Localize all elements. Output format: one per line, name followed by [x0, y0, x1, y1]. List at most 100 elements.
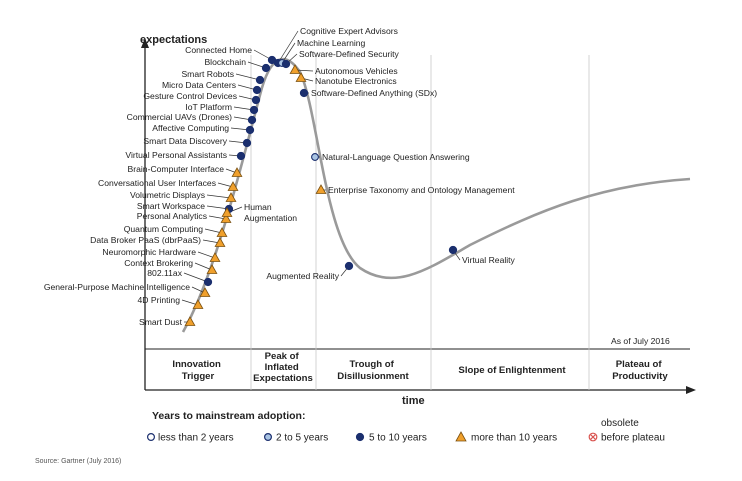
label-autonomous-vehicles: Autonomous Vehicles — [315, 66, 398, 76]
technology-markers — [184, 55, 458, 326]
label-affective-computing: Affective Computing — [152, 123, 229, 133]
leader-neuromorphic-hardware — [197, 251, 216, 259]
label-natural-language-question-answering: Natural-Language Question Answering — [322, 152, 470, 162]
legend-marker-5to10 — [355, 432, 365, 442]
label-neuromorphic-hardware: Neuromorphic Hardware — [102, 247, 196, 257]
label-micro-data-centers: Micro Data Centers — [162, 80, 236, 90]
phase-slope: Slope of Enlightenment — [458, 365, 566, 376]
legend-label-gt10: more than 10 years — [471, 433, 557, 444]
phase-5-line-1: Plateau of — [616, 359, 663, 370]
phase-2-line-3: Expectations — [253, 373, 313, 384]
label-gesture-control-devices: Gesture Control Devices — [143, 91, 237, 101]
marker-enterprise-taxonomy-and-ontology-management — [315, 184, 327, 194]
marker-virtual-personal-assistants — [236, 151, 246, 161]
phase-2-line-1: Peak of — [265, 351, 300, 362]
marker-4d-printing — [192, 299, 204, 309]
label-4d-printing: 4D Printing — [137, 295, 180, 305]
phase-2-line-2: Inflated — [265, 362, 299, 373]
marker-neuromorphic-hardware — [209, 252, 221, 262]
label-iot-platform: IoT Platform — [185, 102, 232, 112]
marker-smart-data-discovery — [242, 138, 252, 148]
marker-micro-data-centers — [252, 85, 262, 95]
label-conversational-user-interfaces: Conversational User Interfaces — [98, 178, 216, 188]
marker-blockchain — [261, 63, 271, 73]
marker-commercial-uavs-drones — [247, 115, 257, 125]
phase-1-line-2: Trigger — [182, 371, 215, 382]
legend-label-2to5: 2 to 5 years — [276, 433, 328, 444]
label-machine-learning: Machine Learning — [297, 38, 366, 48]
label-human-augmentation: Human Augmentation — [244, 202, 297, 223]
marker-volumetric-displays — [225, 192, 237, 202]
phase-5-line-2: Productivity — [612, 371, 668, 382]
marker-802-11ax — [203, 277, 213, 287]
phase-innovation-trigger: Innovation Trigger — [172, 359, 223, 382]
label-context-brokering: Context Brokering — [124, 258, 193, 268]
marker-general-purpose-machine-intelligence — [199, 287, 211, 297]
marker-iot-platform — [249, 105, 259, 115]
leader-volumetric-displays — [206, 194, 232, 199]
marker-affective-computing — [245, 125, 255, 135]
legend-label-obsolete-bottom: before plateau — [601, 433, 665, 444]
label-nanotube-electronics: Nanotube Electronics — [315, 76, 397, 86]
label-blockchain: Blockchain — [204, 57, 246, 67]
x-axis-title: time — [402, 395, 425, 407]
as-of-label: As of July 2016 — [611, 336, 670, 346]
label-human-augmentation-line-1: Human — [244, 202, 272, 212]
legend-marker-gt10 — [455, 431, 467, 442]
legend-title: Years to mainstream adoption: — [152, 410, 305, 422]
phase-trough: Trough of Disillusionment — [337, 359, 409, 382]
marker-smart-robots — [255, 75, 265, 85]
label-personal-analytics: Personal Analytics — [137, 211, 207, 221]
phase-1-line-1: Innovation — [172, 359, 221, 370]
marker-personal-analytics — [220, 213, 232, 223]
leader-802-11ax — [183, 272, 209, 283]
legend: Years to mainstream adoption: less than … — [147, 410, 665, 444]
label-data-broker-paas-dbrpaas: Data Broker PaaS (dbrPaaS) — [90, 235, 201, 245]
label-commercial-uavs-drones: Commercial UAVs (Drones) — [127, 112, 233, 122]
marker-quantum-computing — [216, 227, 228, 237]
marker-data-broker-paas-dbrpaas — [214, 237, 226, 247]
label-virtual-personal-assistants: Virtual Personal Assistants — [125, 150, 227, 160]
marker-brain-computer-interface — [231, 167, 243, 177]
label-software-defined-anything-sdx: Software-Defined Anything (SDx) — [311, 88, 437, 98]
phase-3-line-2: Disillusionment — [337, 371, 409, 382]
label-smart-workspace: Smart Workspace — [137, 201, 205, 211]
legend-label-lt2: less than 2 years — [158, 433, 234, 444]
hype-curve — [181, 57, 691, 333]
phase-peak: Peak of Inflated Expectations — [253, 351, 313, 384]
label-volumetric-displays: Volumetric Displays — [130, 190, 205, 200]
technology-labels: Smart Dust 4D Printing General-Purpose Mac… — [44, 26, 516, 327]
marker-context-brokering — [206, 264, 218, 274]
marker-virtual-reality — [448, 245, 458, 255]
y-axis-arrow — [141, 38, 149, 48]
marker-nanotube-electronics — [295, 72, 307, 82]
marker-software-defined-anything-sdx — [299, 88, 309, 98]
source-note: Source: Gartner (July 2016) — [35, 458, 121, 465]
label-general-purpose-machine-intelligence: General-Purpose Machine Intelligence — [44, 282, 190, 292]
marker-gesture-control-devices — [251, 95, 261, 105]
leader-machine-learning — [281, 42, 296, 64]
phase-4-line-1: Slope of Enlightenment — [458, 365, 566, 376]
marker-software-defined-security — [281, 59, 291, 69]
legend-label-5to10: 5 to 10 years — [369, 433, 427, 444]
label-enterprise-taxonomy-and-ontology-management: Enterprise Taxonomy and Ontology Managem… — [328, 185, 515, 195]
marker-conversational-user-interfaces — [227, 181, 239, 191]
label-smart-robots: Smart Robots — [181, 69, 234, 79]
label-virtual-reality: Virtual Reality — [462, 255, 516, 265]
label-cognitive-expert-advisors: Cognitive Expert Advisors — [300, 26, 398, 36]
y-axis-title: expectations — [140, 34, 207, 46]
marker-smart-dust — [184, 316, 196, 326]
label-smart-dust: Smart Dust — [139, 317, 183, 327]
legend-marker-lt2 — [147, 433, 156, 442]
label-augmented-reality: Augmented Reality — [266, 271, 339, 281]
label-quantum-computing: Quantum Computing — [124, 224, 204, 234]
marker-human-augmentation — [221, 207, 233, 217]
label-connected-home: Connected Home — [185, 45, 252, 55]
marker-augmented-reality — [344, 261, 354, 271]
phase-plateau: Plateau of Productivity — [612, 359, 668, 382]
legend-label-obsolete-top: obsolete — [601, 418, 639, 429]
leader-cognitive-expert-advisors — [277, 30, 299, 64]
leader-context-brokering — [194, 262, 213, 271]
marker-autonomous-vehicles — [289, 64, 301, 74]
